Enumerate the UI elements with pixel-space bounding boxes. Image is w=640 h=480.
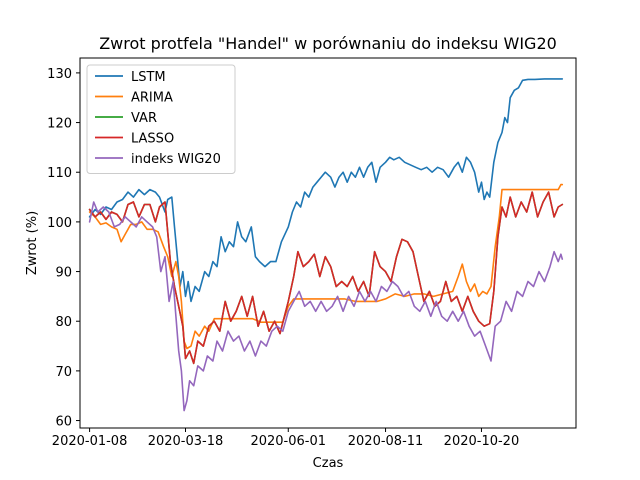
legend-label-lstm: LSTM xyxy=(131,70,166,85)
legend-label-arima: ARIMA xyxy=(131,91,173,106)
y-tick-label: 60 xyxy=(55,415,72,430)
y-axis-label: Zwrot (%) xyxy=(25,211,40,275)
x-axis: 2020-01-08 2020-03-18 2020-06-01 2020-08-11… xyxy=(52,428,519,449)
legend-label-var: VAR xyxy=(131,111,157,126)
x-tick-label: 2020-08-11 xyxy=(348,434,424,449)
x-tick-label: 2020-06-01 xyxy=(250,434,326,449)
y-axis: 60 70 80 90 100 110 120 130 xyxy=(47,67,80,430)
series-line-lasso xyxy=(88,191,564,365)
x-axis-label: Czas xyxy=(313,456,344,471)
y-tick-label: 130 xyxy=(47,67,72,82)
x-tick-label: 2020-03-18 xyxy=(148,434,224,449)
y-tick-label: 90 xyxy=(55,266,72,281)
legend-box xyxy=(86,64,236,174)
y-tick-label: 100 xyxy=(47,216,72,231)
chart-title: Zwrot protfela "Handel" w porównaniu do … xyxy=(99,34,557,53)
series-line-indeks-wig20 xyxy=(88,201,564,412)
series-line-arima xyxy=(88,183,564,350)
series-layer xyxy=(88,78,564,412)
series-line-lstm xyxy=(88,78,564,303)
x-tick-label: 2020-10-20 xyxy=(444,434,520,449)
x-tick-label: 2020-01-08 xyxy=(52,434,128,449)
y-tick-label: 110 xyxy=(47,166,72,181)
y-tick-label: 80 xyxy=(55,315,72,330)
plot-frame xyxy=(79,57,577,429)
legend-label-indeks-wig20: indeks WIG20 xyxy=(131,152,221,167)
y-tick-label: 70 xyxy=(55,365,72,380)
legend-label-lasso: LASSO xyxy=(131,132,174,147)
legend: LSTM ARIMA VAR LASSO indeks WIG20 xyxy=(86,64,236,174)
y-tick-label: 120 xyxy=(47,117,72,132)
